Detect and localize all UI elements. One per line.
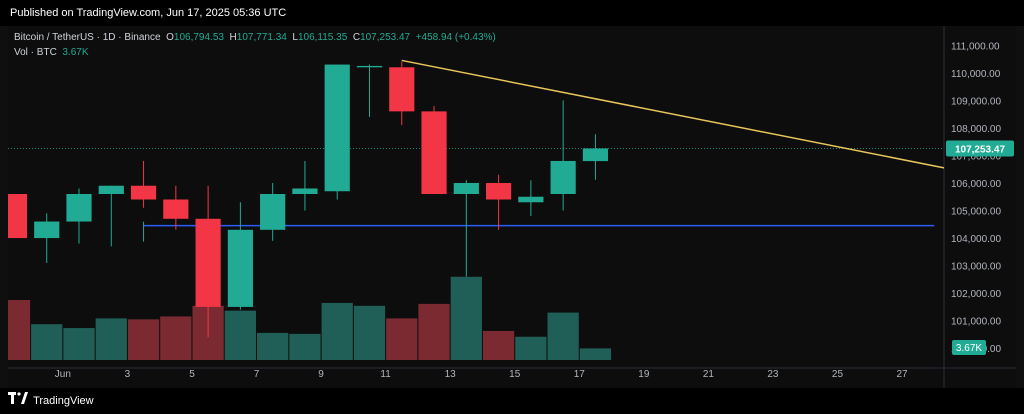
high-value: 107,771.34	[236, 32, 287, 43]
candle-body	[389, 67, 415, 112]
candle-body	[582, 148, 609, 162]
candle-body	[292, 188, 318, 194]
high-label: H	[229, 32, 237, 43]
volume-bar	[127, 319, 160, 360]
open-value: 106,794.53	[173, 32, 224, 43]
y-tick-label: 110,000.00	[951, 69, 1001, 80]
candle-body	[486, 182, 512, 200]
published-text: Published on TradingView.com, Jun 17, 20…	[10, 7, 287, 19]
volume-bar	[418, 303, 450, 360]
volume-tag	[952, 340, 986, 355]
candle-body	[227, 229, 253, 307]
candle-body	[356, 65, 383, 68]
x-tick-label: 11	[380, 369, 391, 380]
candle-body	[34, 221, 60, 239]
candle-body	[8, 194, 28, 239]
x-tick-label: 15	[509, 369, 521, 380]
x-tick-label: 13	[445, 369, 457, 380]
low-value: 106,115.35	[297, 32, 348, 43]
volume-bar	[63, 328, 95, 360]
x-tick-label: 9	[318, 369, 324, 380]
tradingview-logo-icon[interactable]	[8, 388, 28, 414]
volume-bar	[386, 318, 418, 360]
y-tick-label: 109,000.00	[951, 96, 1001, 107]
x-tick-label: 25	[832, 369, 844, 380]
volume-bar	[353, 305, 386, 360]
x-tick-label: 21	[703, 369, 715, 380]
volume-bar	[450, 276, 482, 360]
symbol-name[interactable]: Bitcoin / TetherUS · 1D · Binance	[14, 32, 161, 43]
volume-bar	[160, 316, 192, 360]
x-tick-label: 3	[125, 369, 131, 380]
brand-name: TradingView	[33, 395, 94, 408]
volume-bar	[482, 330, 515, 360]
volume-label[interactable]: Vol · BTC	[14, 47, 57, 58]
candle-body	[195, 218, 221, 307]
y-tick-label: 101,000.00	[951, 317, 1001, 328]
last-price-label: 107,253.47	[955, 144, 1005, 155]
volume-bar	[8, 300, 31, 360]
y-tick-label: 105,000.00	[951, 207, 1001, 218]
candle-body	[324, 64, 350, 192]
candle-body	[260, 194, 286, 230]
y-tick-label: 106,000.00	[951, 179, 1001, 190]
y-tick-label: 108,000.00	[951, 124, 1001, 135]
x-tick-label: 19	[638, 369, 650, 380]
x-tick-label: 17	[574, 369, 586, 380]
publish-banner: Published on TradingView.com, Jun 17, 20…	[0, 0, 1024, 26]
candle-body	[130, 185, 157, 200]
volume-value: 3.67K	[62, 47, 89, 58]
change-value: +458.94 (+0.43%)	[415, 32, 496, 43]
chart-legend: Bitcoin / TetherUS · 1D · Binance O106,7…	[14, 30, 496, 60]
volume-bar	[31, 324, 63, 360]
low-label: L	[292, 32, 298, 43]
volume-tag-label: 3.67K	[956, 343, 982, 354]
volume-bar	[579, 348, 612, 360]
candle-body	[518, 196, 544, 203]
footer-bar: TradingView	[0, 388, 1024, 414]
volume-bar	[515, 336, 547, 360]
legend-row-ohlc: Bitcoin / TetherUS · 1D · Binance O106,7…	[14, 30, 496, 45]
candle-body	[453, 182, 479, 194]
volume-bar	[224, 310, 257, 360]
volume-bar	[321, 302, 353, 360]
close-value: 107,253.47	[360, 32, 411, 43]
x-tick-label: 7	[254, 369, 260, 380]
volume-bar	[95, 318, 127, 360]
candle-body	[98, 185, 124, 194]
x-tick-label: 5	[189, 369, 195, 380]
open-label: O	[166, 32, 174, 43]
volume-bar	[257, 332, 289, 360]
legend-row-volume: Vol · BTC 3.67K	[14, 45, 496, 60]
volume-bar	[289, 333, 321, 360]
x-tick-label: Jun	[55, 369, 71, 380]
trend-line	[401, 59, 945, 169]
y-tick-label: 107,000.00	[951, 151, 1001, 162]
candle-body	[66, 194, 92, 222]
y-tick-label: 104,000.00	[951, 234, 1001, 245]
last-price-tag	[946, 140, 1014, 157]
y-tick-label: 103,000.00	[951, 262, 1001, 273]
x-tick-label: 27	[896, 369, 908, 380]
candle-body	[163, 199, 189, 219]
close-label: C	[352, 32, 361, 43]
x-tick-label: 23	[767, 369, 779, 380]
y-tick-label: 111,000.00	[951, 41, 1000, 52]
y-tick-label: 102,000.00	[951, 289, 1001, 300]
candle-body	[550, 160, 576, 194]
candle-body	[421, 111, 447, 194]
volume-bar	[547, 312, 579, 360]
